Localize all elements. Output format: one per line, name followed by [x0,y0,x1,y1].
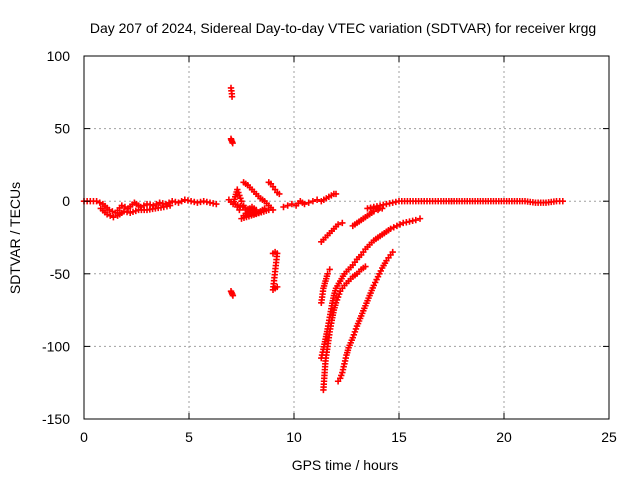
data-point [269,206,277,214]
series-baseline-low [97,202,174,221]
series-baseline-mid [280,190,340,211]
series-spike-up [227,84,236,147]
data-point [559,198,566,205]
data-point [238,198,245,205]
data-point [389,248,396,256]
series-deep-a [318,266,333,307]
data-point [362,263,369,270]
data-point [326,266,333,273]
series-sparse-9 [269,248,281,293]
series-rise-13 [349,198,455,230]
data-point [313,196,321,203]
data-point [276,190,283,198]
data-point [166,202,174,209]
tick-labels: 0 5 10 15 20 25 -150 -100 -50 0 50 100 [42,48,617,445]
series-cluster-7-9 [225,186,272,222]
data-point [339,219,346,227]
series-deep-d [334,248,396,385]
x-tick-label: 10 [286,429,302,445]
data-point [274,283,281,291]
series-dip-11-12 [318,219,346,246]
data-point [229,292,237,299]
x-tick-label: 5 [185,429,193,445]
y-tick-label: -150 [42,411,70,427]
chart-title: Day 207 of 2024, Sidereal Day-to-day VTE… [90,20,596,36]
y-tick-label: 0 [62,193,70,209]
y-tick-label: -100 [42,338,70,354]
data-point [416,215,424,222]
y-tick-label: 50 [54,121,70,137]
y-axis-label: SDTVAR / TECUs [7,182,23,294]
data-point [213,200,220,208]
data-point [324,270,331,277]
x-axis-label: GPS time / hours [292,457,399,473]
data-point [309,198,317,205]
data-point [301,200,308,208]
x-tick-label: 0 [80,429,88,445]
plot-frame [83,55,610,420]
series-deep-c [318,215,424,362]
data-point [334,221,342,228]
data-point [284,202,291,209]
y-tick-label: 100 [47,48,71,64]
data-point [332,190,340,198]
data-series [80,84,566,394]
x-tick-label: 25 [601,429,617,445]
series-spike-down [227,288,237,299]
data-point [236,206,243,214]
grid [84,56,609,419]
data-point [280,203,287,211]
series-segment-9 [265,179,283,198]
y-tick-label: -50 [50,266,70,282]
x-tick-label: 20 [496,429,512,445]
x-tick-label: 15 [391,429,407,445]
plot-border [83,55,610,420]
data-point [288,200,296,208]
data-point [305,199,312,206]
data-point [229,139,236,147]
data-point [228,93,236,100]
data-point [110,213,117,221]
data-point [412,216,419,224]
series-arc-7-8 [240,179,277,214]
series-baseline-late [448,198,566,206]
